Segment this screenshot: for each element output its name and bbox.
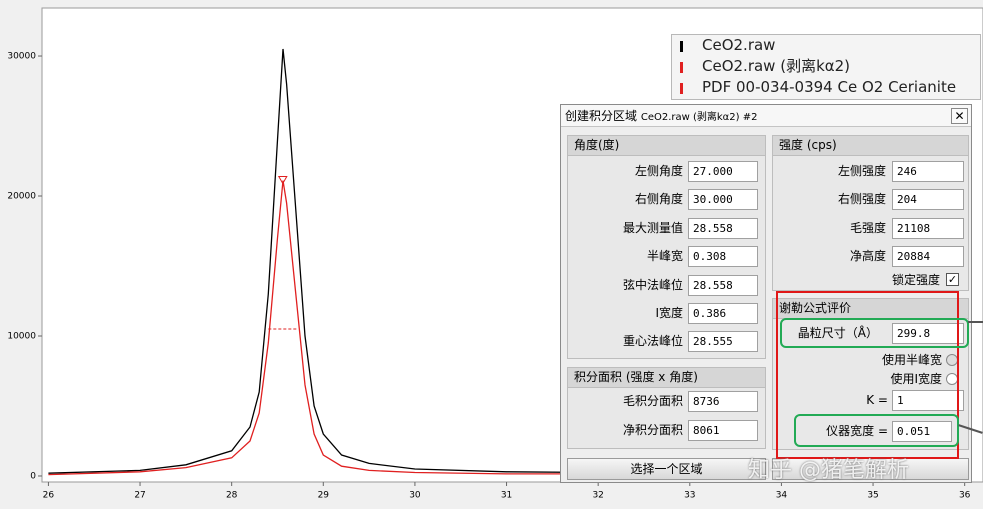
x-tick-label: 30 bbox=[409, 491, 421, 501]
field-label: 右侧强度 bbox=[837, 192, 886, 207]
field-value: 8061 bbox=[688, 420, 758, 441]
x-tick-label: 34 bbox=[776, 491, 788, 501]
field-label: 重心法峰位 bbox=[622, 334, 683, 349]
x-tick-label: 36 bbox=[959, 491, 971, 501]
k-value[interactable]: 1 bbox=[892, 390, 964, 411]
close-button[interactable]: ✕ bbox=[951, 108, 968, 124]
legend: CeO2.raw CeO2.raw (剥离kα2) PDF 00-034-0394 … bbox=[671, 34, 981, 100]
legend-swatch bbox=[680, 41, 683, 52]
legend-label: CeO2.raw bbox=[702, 36, 776, 54]
field-value: 30.000 bbox=[688, 189, 758, 211]
field-label: 弦中法峰位 bbox=[622, 277, 683, 292]
field-label: 毛积分面积 bbox=[622, 394, 683, 408]
x-tick-label: 35 bbox=[867, 491, 878, 501]
lock-checkbox[interactable]: ✓ bbox=[946, 273, 959, 286]
watermark: 知乎 @猪笔解析 bbox=[748, 458, 909, 483]
crystallite-value: 299.8 bbox=[892, 323, 964, 344]
select-region-button[interactable]: 选择一个区域 bbox=[567, 458, 766, 480]
x-tick-label: 29 bbox=[318, 491, 330, 501]
x-tick-label: 33 bbox=[684, 491, 695, 501]
field-value: 0.308 bbox=[688, 246, 758, 268]
field-value: 8736 bbox=[688, 391, 758, 412]
instrument-value[interactable]: 0.051 bbox=[892, 421, 952, 442]
field-label: I宽度 bbox=[655, 306, 683, 320]
legend-swatch bbox=[680, 83, 683, 94]
field-value: 21108 bbox=[892, 217, 964, 239]
callout-arrow bbox=[968, 321, 983, 323]
y-tick-label: 0 bbox=[30, 471, 36, 481]
legend-swatch bbox=[680, 62, 683, 73]
x-tick-label: 26 bbox=[43, 491, 55, 501]
field-value: 0.386 bbox=[688, 303, 758, 324]
dialog-title: 创建积分区域 bbox=[565, 109, 638, 123]
peak-marker bbox=[277, 175, 288, 185]
field-label: 净积分面积 bbox=[622, 423, 683, 437]
field-label: 毛强度 bbox=[849, 220, 886, 235]
field-label: 净高度 bbox=[849, 249, 886, 264]
field-value: 28.558 bbox=[688, 274, 758, 296]
panel-title: 积分面积 (强度 x 角度) bbox=[568, 368, 765, 388]
panel-title: 角度(度) bbox=[568, 136, 765, 156]
field-label: 左侧强度 bbox=[837, 164, 886, 178]
y-tick-label: 20000 bbox=[7, 192, 36, 202]
field-value: 20884 bbox=[892, 246, 964, 268]
field-label: 左侧角度 bbox=[634, 164, 683, 178]
field-value: 28.555 bbox=[688, 331, 758, 353]
title-bar: 创建积分区域 CeO2.raw (剥离kα2) #2 bbox=[561, 105, 971, 127]
dialog-subtitle: CeO2.raw (剥离kα2) #2 bbox=[640, 112, 758, 123]
y-tick-label: 30000 bbox=[7, 52, 36, 62]
integration-dialog: 创建积分区域 CeO2.raw (剥离kα2) #2 ✕ 角度(度) 积分面积 … bbox=[560, 104, 972, 483]
highlight-instrument bbox=[794, 414, 959, 447]
field-label: 右侧角度 bbox=[634, 192, 683, 207]
field-value: 28.558 bbox=[688, 217, 758, 239]
field-label: 最大测量值 bbox=[622, 220, 683, 235]
field-label: 半峰宽 bbox=[646, 249, 683, 264]
y-tick-label: 10000 bbox=[7, 331, 36, 341]
intensity-panel: 强度 (cps) bbox=[772, 135, 969, 291]
field-value: 204 bbox=[892, 189, 964, 211]
use-fwhm-label: 使用半峰宽 bbox=[881, 353, 942, 367]
legend-label: PDF 00-034-0394 Ce O2 Cerianite bbox=[702, 78, 957, 96]
highlight-crystallite bbox=[780, 318, 969, 348]
instrument-label: 仪器宽度 = bbox=[826, 424, 888, 438]
x-tick-label: 28 bbox=[226, 491, 238, 501]
field-value: 27.000 bbox=[688, 161, 758, 182]
x-tick-label: 32 bbox=[592, 491, 603, 501]
x-tick-label: 31 bbox=[501, 491, 512, 501]
lock-label: 锁定强度 bbox=[891, 273, 940, 287]
panel-title: 强度 (cps) bbox=[773, 136, 968, 156]
legend-label: CeO2.raw (剥离kα2) bbox=[702, 57, 851, 75]
highlight-box bbox=[776, 291, 959, 459]
use-iwidth-label: 使用I宽度 bbox=[890, 372, 942, 386]
field-value: 246 bbox=[892, 161, 964, 182]
x-tick-label: 27 bbox=[134, 491, 145, 501]
crystallite-label: 晶粒尺寸（Å） bbox=[797, 326, 878, 340]
k-label: K = bbox=[866, 393, 888, 407]
